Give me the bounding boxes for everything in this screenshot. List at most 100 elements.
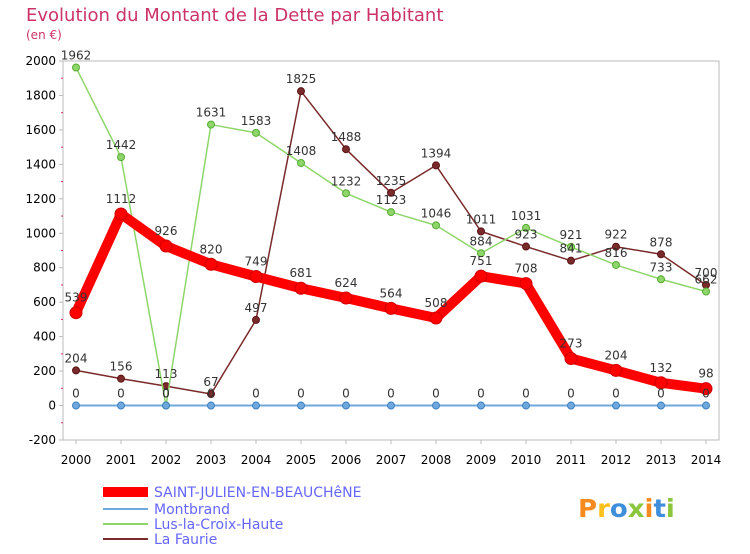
data-point — [384, 301, 398, 315]
data-label: 733 — [650, 260, 673, 274]
data-label: 539 — [65, 291, 88, 305]
y-tick-label: 800 — [33, 261, 56, 275]
data-point — [69, 306, 83, 320]
data-label: 508 — [425, 296, 448, 310]
data-point — [612, 242, 620, 251]
x-tick-label: 2007 — [376, 453, 407, 467]
data-point — [522, 242, 530, 251]
legend-label: Montbrand — [154, 502, 230, 518]
x-tick-label: 2013 — [646, 453, 677, 467]
data-point — [567, 401, 575, 410]
data-label: 1112 — [106, 192, 137, 206]
data-label: 884 — [470, 234, 493, 248]
data-point — [567, 256, 575, 265]
data-point — [342, 145, 350, 154]
data-label: 922 — [605, 228, 628, 242]
data-point — [252, 401, 260, 410]
data-label: 0 — [612, 387, 620, 401]
y-tick-label: 1600 — [25, 123, 56, 137]
data-point — [297, 87, 305, 96]
chart-title: Evolution du Montant de la Dette par Hab… — [26, 5, 443, 26]
chart-subtitle: (en €) — [26, 28, 62, 42]
data-label: 1488 — [331, 130, 362, 144]
data-label: 624 — [335, 276, 358, 290]
data-label: 564 — [380, 286, 403, 300]
data-point — [432, 401, 440, 410]
data-point — [249, 270, 263, 284]
data-label: 1583 — [241, 114, 272, 128]
data-point — [702, 287, 710, 296]
x-tick-label: 2009 — [466, 453, 497, 467]
data-point — [117, 374, 125, 383]
data-label: 67 — [203, 375, 218, 389]
data-point — [522, 401, 530, 410]
y-tick-label: 600 — [33, 295, 56, 309]
data-point — [117, 401, 125, 410]
data-point — [387, 188, 395, 197]
x-tick-label: 2000 — [61, 453, 92, 467]
data-point — [657, 401, 665, 410]
data-point — [207, 120, 215, 129]
data-label: 878 — [650, 235, 673, 249]
data-point — [387, 401, 395, 410]
y-tick-label: 200 — [33, 364, 56, 378]
data-label: 1631 — [196, 106, 227, 120]
data-label: 0 — [432, 387, 440, 401]
x-tick-label: 2005 — [286, 453, 317, 467]
data-point — [387, 208, 395, 217]
data-label: 708 — [515, 262, 538, 276]
data-label: 926 — [155, 224, 178, 238]
data-point — [699, 382, 713, 396]
data-label: 0 — [162, 387, 170, 401]
legend-label: SAINT-JULIEN-EN-BEAUCHêNE — [154, 485, 361, 501]
data-point — [654, 376, 668, 390]
x-tick-label: 2006 — [331, 453, 362, 467]
data-point — [609, 363, 623, 377]
data-point — [252, 128, 260, 137]
x-tick-label: 2002 — [151, 453, 182, 467]
logo-text: Proxiti — [578, 494, 675, 523]
data-label: 841 — [560, 242, 583, 256]
data-label: 820 — [200, 242, 223, 256]
data-label: 1011 — [466, 212, 497, 226]
data-point — [204, 257, 218, 271]
data-label: 132 — [650, 361, 673, 375]
data-label: 113 — [155, 367, 178, 381]
data-label: 921 — [560, 228, 583, 242]
data-point — [297, 401, 305, 410]
data-point — [522, 223, 530, 232]
data-label: 0 — [477, 387, 485, 401]
legend-label: Lus-la-Croix-Haute — [154, 517, 283, 533]
data-label: 0 — [567, 387, 575, 401]
proxiti-logo: Proxiti — [578, 494, 675, 523]
data-point — [342, 189, 350, 198]
data-point — [117, 153, 125, 162]
x-tick-label: 2004 — [241, 453, 272, 467]
y-tick-label: -200 — [29, 433, 56, 447]
data-label: 156 — [110, 360, 133, 374]
data-point — [564, 352, 578, 366]
data-point — [519, 277, 533, 291]
y-tick-label: 1800 — [25, 88, 56, 102]
data-label: 1962 — [61, 49, 92, 63]
data-label: 1123 — [376, 193, 407, 207]
y-tick-label: 400 — [33, 330, 56, 344]
data-point — [432, 161, 440, 170]
data-label: 0 — [162, 387, 170, 401]
data-label: 1442 — [106, 138, 137, 152]
x-tick-label: 2008 — [421, 453, 452, 467]
x-tick-label: 2001 — [106, 453, 137, 467]
data-label: 0 — [207, 387, 215, 401]
data-label: 0 — [657, 387, 665, 401]
data-label: 923 — [515, 228, 538, 242]
y-tick-label: 1000 — [25, 226, 56, 240]
data-point — [294, 281, 308, 295]
data-point — [474, 269, 488, 283]
data-point — [339, 291, 353, 305]
data-label: 273 — [560, 337, 583, 351]
data-point — [612, 401, 620, 410]
data-point — [342, 401, 350, 410]
data-point — [297, 158, 305, 167]
data-label: 0 — [522, 387, 530, 401]
